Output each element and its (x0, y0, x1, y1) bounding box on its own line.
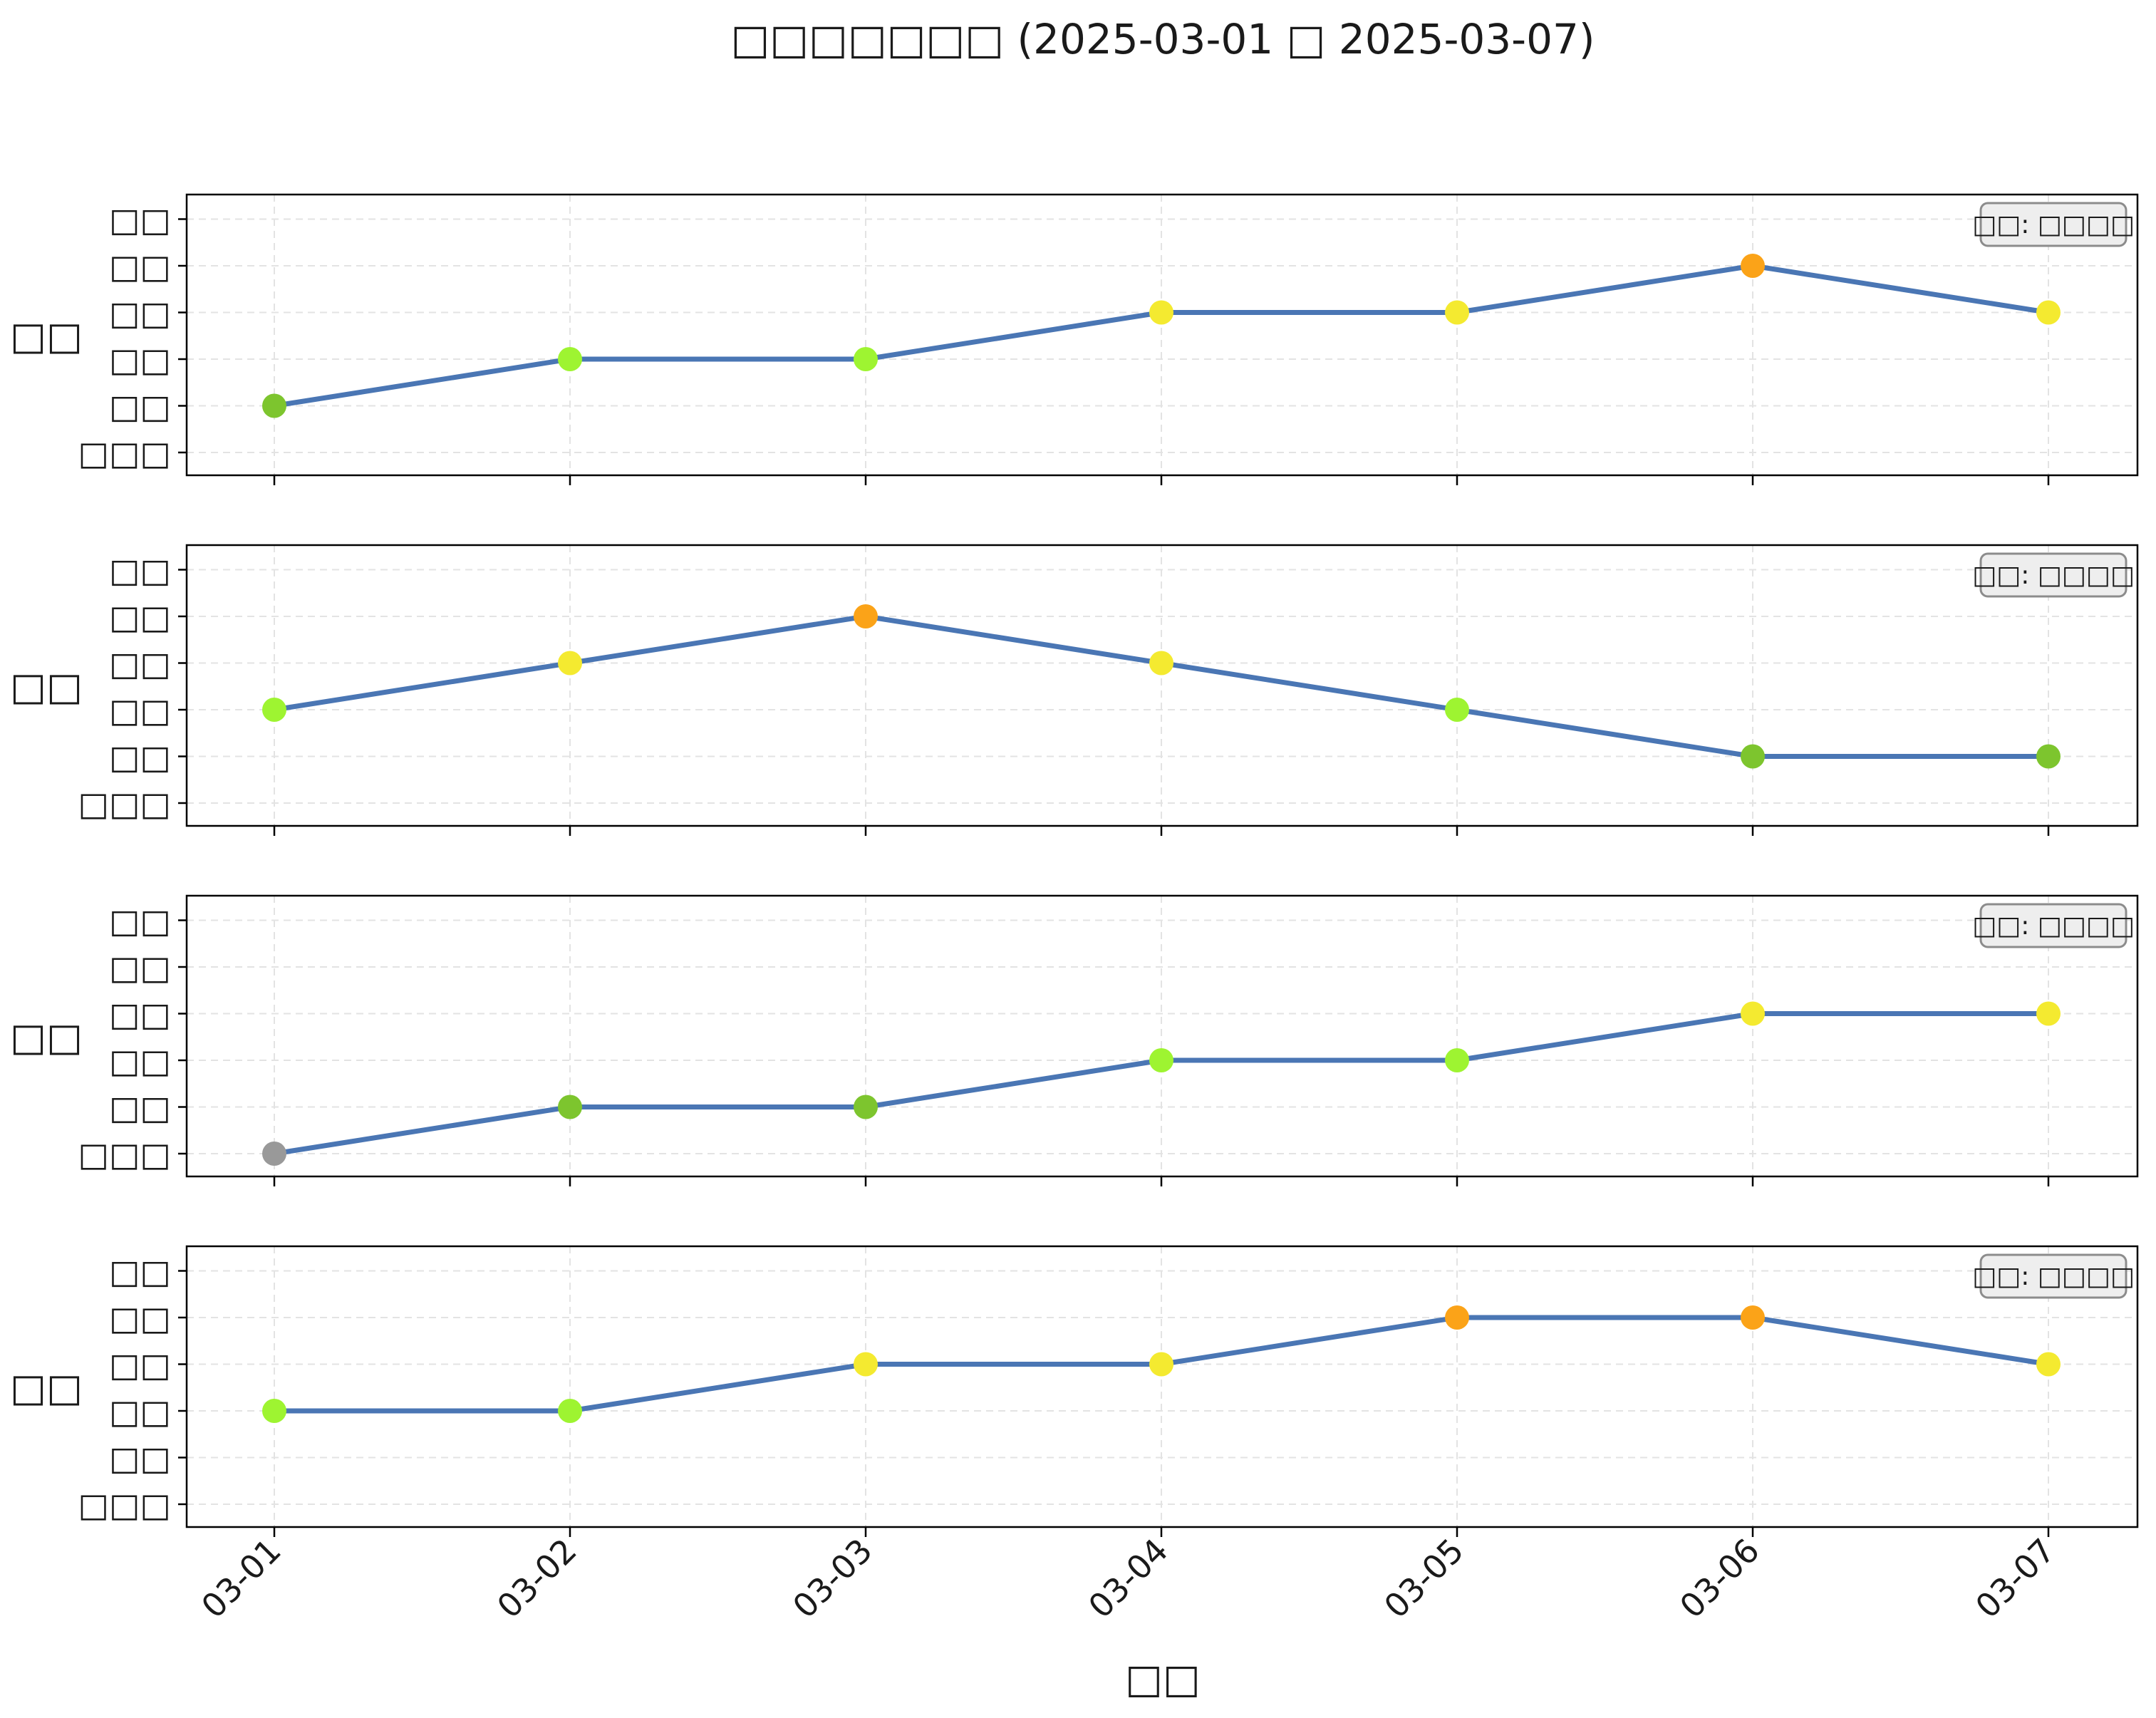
annotation-text: □□: □□□□ (1972, 911, 2135, 941)
y-tick-label: □□ (109, 738, 171, 777)
y-tick-label: □□□ (78, 434, 171, 472)
y-tick-label: □□ (109, 645, 171, 683)
data-point (1149, 1352, 1173, 1377)
data-point (1149, 1048, 1173, 1072)
data-point (2036, 1352, 2061, 1377)
data-point (854, 1352, 878, 1377)
data-point (1741, 1305, 1765, 1330)
annotation-box (1979, 903, 2128, 948)
y-tick-label: □□□ (78, 785, 171, 823)
data-point (558, 1399, 582, 1423)
annotation-box (1979, 552, 2128, 598)
y-tick-label: □□ (109, 995, 171, 1034)
y-tick-label: □□ (109, 1089, 171, 1127)
y-tick-label: □□ (109, 691, 171, 730)
data-point (2036, 744, 2061, 769)
y-tick-label: □□ (109, 1439, 171, 1478)
panel-1: □□□□□□□□□□□□□□□□□: □□□□ (10, 193, 2139, 485)
data-point (558, 347, 582, 371)
annotation-text: □□: □□□□ (1972, 210, 2135, 239)
data-point (1741, 254, 1765, 278)
y-tick-label: □□ (109, 902, 171, 941)
data-point (558, 651, 582, 676)
y-tick-label: □□□ (78, 1135, 171, 1174)
data-point (1149, 300, 1173, 325)
data-point (1445, 300, 1469, 325)
y-tick-label: □□ (109, 294, 171, 333)
panel-2: □□□□□□□□□□□□□□□□□: □□□□ (10, 544, 2139, 836)
y-tick-label: □□ (109, 1299, 171, 1337)
data-point (262, 1142, 286, 1166)
y-tick-label: □□ (109, 948, 171, 987)
annotation-box (1979, 1253, 2128, 1299)
chart-title: □□□□□□□ (2025-03-01 □ 2025-03-07) (730, 15, 1595, 63)
data-point (1445, 1048, 1469, 1072)
y-axis-label: □□ (10, 314, 83, 358)
data-point (2036, 1001, 2061, 1026)
data-point (1741, 744, 1765, 769)
y-tick-label: □□ (109, 341, 171, 379)
y-tick-label: □□ (109, 552, 171, 590)
data-point (1149, 651, 1173, 676)
annotation-text: □□: □□□□ (1972, 1262, 2135, 1291)
data-point (854, 604, 878, 628)
y-axis-label: □□ (10, 1015, 83, 1060)
data-point (262, 393, 286, 418)
annotation-text: □□: □□□□ (1972, 561, 2135, 590)
y-tick-label: □□□ (78, 1486, 171, 1524)
data-point (262, 1399, 286, 1423)
data-point (854, 347, 878, 371)
panel-frame (185, 193, 2139, 477)
y-tick-label: □□ (109, 1346, 171, 1385)
data-point (854, 1095, 878, 1119)
panel-frame (185, 544, 2139, 827)
data-point (1445, 1305, 1469, 1330)
y-tick-label: □□ (109, 247, 171, 286)
y-tick-label: □□ (109, 598, 171, 636)
panel-frame (185, 894, 2139, 1178)
y-tick-label: □□ (109, 1392, 171, 1431)
panel-frame (185, 1245, 2139, 1528)
annotation-box (1979, 202, 2128, 247)
panel-4: □□□□□□□□□□□□□□□□□: □□□□ (10, 1245, 2139, 1537)
y-tick-label: □□ (109, 1253, 171, 1291)
data-point (1741, 1001, 1765, 1026)
data-point (558, 1095, 582, 1119)
data-point (2036, 300, 2061, 325)
panel-3: □□□□□□□□□□□□□□□□□: □□□□ (10, 894, 2139, 1186)
y-tick-label: □□ (109, 201, 171, 239)
y-tick-label: □□ (109, 388, 171, 426)
data-point (1445, 698, 1469, 722)
x-axis-label: □□ (1125, 1656, 1201, 1702)
y-axis-label: □□ (10, 664, 83, 709)
y-axis-label: □□ (10, 1365, 83, 1410)
y-tick-label: □□ (109, 1042, 171, 1080)
data-point (262, 698, 286, 722)
